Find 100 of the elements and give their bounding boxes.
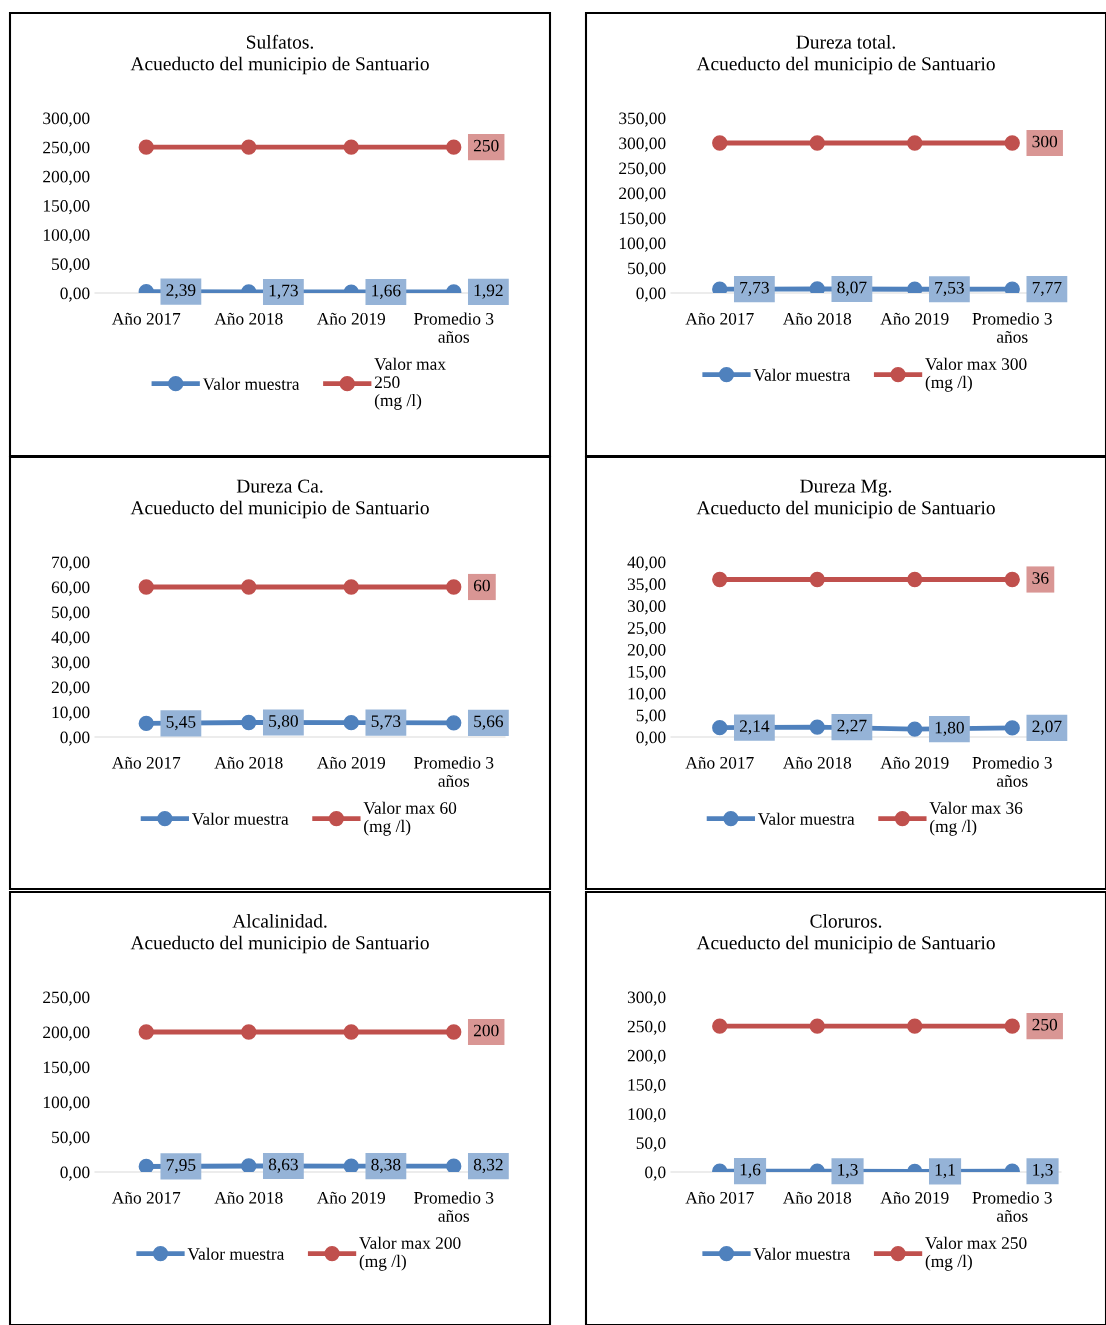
point	[907, 135, 923, 151]
point	[138, 1158, 154, 1172]
data-label: 1,1	[935, 1164, 955, 1179]
chart-title: Dureza total. Acueducto del municipio de Santuario	[696, 35, 995, 75]
point	[343, 1158, 359, 1172]
x-tick-label: Año 2019	[880, 1191, 949, 1204]
point	[343, 715, 359, 731]
point	[1004, 135, 1020, 151]
legend-label: Valor max 250 (mg /l)	[925, 1236, 1027, 1271]
x-tick-label: Año 2018	[782, 312, 852, 325]
x-tick-label: Año 2017	[685, 756, 754, 769]
y-tick-label: 50,00	[628, 262, 666, 277]
y-tick-label: 40,00	[51, 631, 90, 646]
x-tick-label: Año 2017	[685, 1191, 754, 1204]
data-label: 300	[1032, 135, 1058, 148]
legend-label: Valor max 300 (mg /l)	[925, 357, 1027, 392]
data-label: 1,92	[474, 284, 503, 299]
y-tick-label: 250,00	[43, 141, 90, 156]
y-tick-label: 150,0	[628, 1078, 666, 1094]
data-label: 5,45	[166, 716, 196, 731]
data-label: 36	[1032, 572, 1049, 584]
data-label: 2,07	[1032, 720, 1062, 735]
y-tick-label: 150,00	[43, 199, 90, 215]
data-label: 7,53	[935, 281, 964, 297]
x-tick-label: Año 2018	[782, 1191, 852, 1204]
x-tick-label: Promedio 3 años	[413, 1191, 494, 1222]
data-label: 60	[473, 579, 490, 592]
data-label: 1,3	[838, 1163, 858, 1179]
y-tick-label: 0,00	[60, 287, 90, 302]
data-label: 1,6	[740, 1163, 761, 1178]
y-tick-label: 150,00	[619, 212, 666, 227]
point	[241, 714, 257, 731]
y-tick-label: 40,00	[627, 556, 666, 571]
y-tick-label: 20,00	[627, 643, 666, 659]
point	[712, 719, 728, 736]
point	[1004, 571, 1020, 588]
x-tick-label: Año 2018	[214, 756, 283, 769]
y-tick-label: 100,00	[619, 237, 666, 252]
chart-title: Dureza Mg. Acueducto del municipio de Santuario	[696, 479, 995, 519]
y-tick-label: 100,00	[43, 1096, 90, 1111]
y-tick-label: 350,00	[619, 112, 666, 127]
y-tick-label: 50,00	[52, 1131, 90, 1146]
legend-label: Valor max 60 (mg /l)	[363, 801, 457, 836]
point	[446, 579, 462, 595]
x-tick-label: Año 2019	[880, 756, 949, 769]
legend-label: Valor muestra	[753, 1247, 851, 1260]
data-label: 8,38	[371, 1158, 401, 1173]
y-tick-label: 200,00	[619, 187, 666, 202]
point	[809, 135, 825, 151]
point	[712, 135, 728, 151]
x-tick-label: Promedio 3 años	[413, 756, 494, 787]
point	[241, 1158, 257, 1172]
data-label: 2,39	[166, 284, 196, 299]
data-label: 2,14	[739, 720, 770, 735]
x-tick-label: Año 2018	[782, 756, 852, 769]
x-tick-label: Año 2017	[111, 756, 181, 769]
legend-label: Valor muestra	[757, 812, 855, 825]
data-label: 5,80	[269, 715, 298, 730]
chart-title: Sulfatos. Acueducto del municipio de Santuario	[130, 34, 429, 75]
legend-label: Valor muestra	[187, 1247, 285, 1260]
y-tick-label: 300,0	[627, 991, 666, 1006]
point	[809, 281, 825, 293]
point	[712, 571, 728, 588]
y-tick-label: 0,0	[645, 1166, 666, 1181]
y-tick-label: 10,00	[628, 687, 666, 702]
data-label: 7,77	[1032, 281, 1062, 296]
y-tick-label: 300,00	[619, 137, 666, 152]
x-tick-label: Año 2017	[111, 1191, 181, 1204]
y-tick-label: 0,00	[60, 1166, 90, 1181]
x-tick-label: Promedio 3 años	[972, 312, 1052, 343]
y-tick-label: 0,00	[636, 731, 666, 746]
legend-label: Valor muestra	[191, 812, 289, 825]
point	[138, 715, 154, 732]
data-label: 1,66	[372, 284, 401, 299]
y-tick-label: 15,00	[628, 665, 666, 681]
y-tick-label: 20,00	[51, 681, 90, 696]
point	[907, 571, 923, 588]
point	[446, 1158, 462, 1172]
data-label: 2,27	[837, 719, 867, 734]
point	[241, 1024, 257, 1040]
x-tick-label: Año 2018	[214, 312, 283, 325]
legend-label: Valor max 200 (mg /l)	[359, 1236, 461, 1271]
data-label: 7,73	[740, 281, 769, 296]
y-tick-label: 10,00	[52, 706, 90, 721]
point	[343, 1024, 359, 1040]
data-label: 200	[473, 1024, 499, 1037]
legend-label: Valor max 250 (mg /l)	[374, 357, 446, 410]
point	[241, 579, 257, 595]
data-label: 8,32	[473, 1158, 503, 1174]
x-tick-label: Promedio 3 años	[972, 1191, 1052, 1222]
y-tick-label: 250,00	[619, 162, 666, 177]
data-label: 8,07	[837, 281, 867, 296]
data-label: 5,66	[474, 715, 504, 730]
data-label: 250	[473, 139, 499, 152]
x-tick-label: Año 2019	[316, 1191, 386, 1204]
y-tick-label: 50,00	[52, 606, 90, 621]
point	[907, 721, 923, 737]
y-tick-label: 50,0	[636, 1137, 666, 1152]
y-tick-label: 30,00	[51, 656, 90, 671]
y-tick-label: 300,00	[43, 112, 90, 127]
